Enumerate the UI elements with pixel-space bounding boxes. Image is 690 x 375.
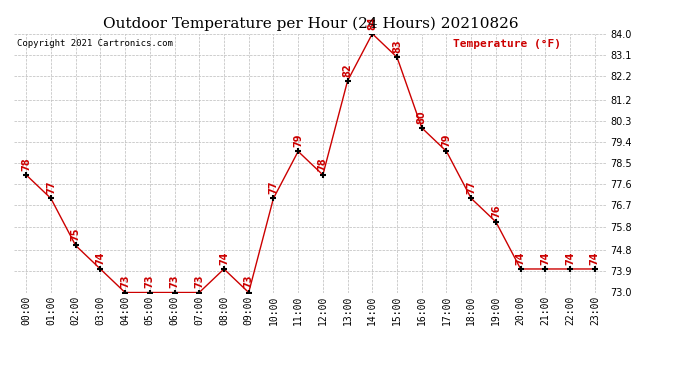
- Text: 74: 74: [515, 251, 526, 265]
- Text: 79: 79: [293, 134, 303, 147]
- Text: 84: 84: [367, 16, 377, 30]
- Text: 74: 74: [95, 251, 106, 265]
- Text: 79: 79: [442, 134, 451, 147]
- Text: Temperature (°F): Temperature (°F): [453, 39, 561, 49]
- Text: 82: 82: [343, 63, 353, 76]
- Text: 73: 73: [170, 275, 179, 288]
- Text: Copyright 2021 Cartronics.com: Copyright 2021 Cartronics.com: [17, 39, 172, 48]
- Text: 77: 77: [46, 181, 56, 194]
- Text: 74: 74: [219, 251, 229, 265]
- Text: 83: 83: [392, 39, 402, 53]
- Text: 73: 73: [145, 275, 155, 288]
- Text: 78: 78: [21, 157, 31, 171]
- Text: 74: 74: [590, 251, 600, 265]
- Title: Outdoor Temperature per Hour (24 Hours) 20210826: Outdoor Temperature per Hour (24 Hours) …: [103, 17, 518, 31]
- Text: 80: 80: [417, 110, 426, 124]
- Text: 77: 77: [268, 181, 278, 194]
- Text: 74: 74: [565, 251, 575, 265]
- Text: 73: 73: [244, 275, 254, 288]
- Text: 74: 74: [540, 251, 551, 265]
- Text: 78: 78: [318, 157, 328, 171]
- Text: 73: 73: [195, 275, 204, 288]
- Text: 77: 77: [466, 181, 476, 194]
- Text: 76: 76: [491, 204, 501, 218]
- Text: 73: 73: [120, 275, 130, 288]
- Text: 75: 75: [70, 228, 81, 241]
